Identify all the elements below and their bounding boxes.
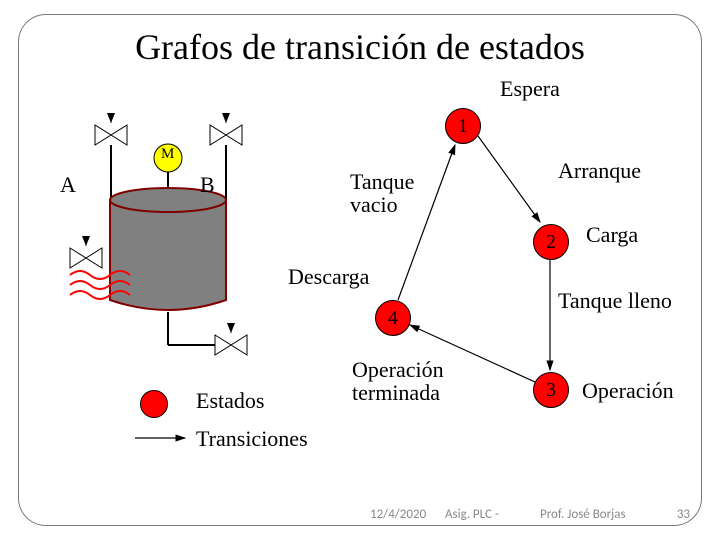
legend-transitions-label: Transiciones xyxy=(196,426,308,452)
footer-prof: Prof. José Borjas xyxy=(540,507,626,522)
footer-course: Asig. PLC - xyxy=(445,507,499,522)
legend-transition-arrow xyxy=(0,0,720,540)
footer-page: 33 xyxy=(677,507,690,522)
footer-date: 12/4/2020 xyxy=(370,507,426,522)
